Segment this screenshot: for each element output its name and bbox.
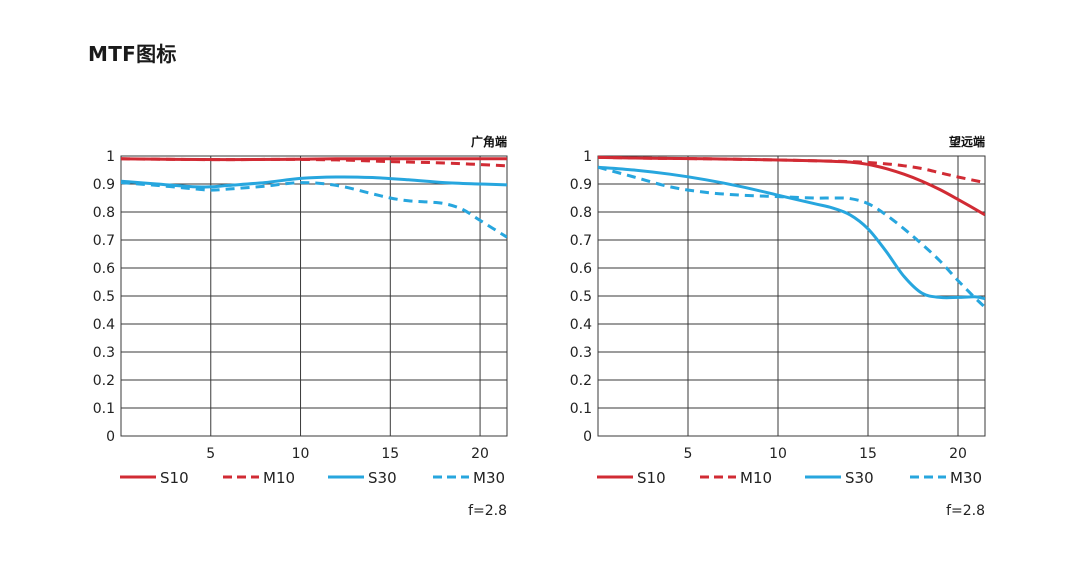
legend-label-m30: M30 <box>473 469 505 487</box>
y-tick-label: 0.6 <box>93 261 115 277</box>
legend-label-s30: S30 <box>368 469 397 487</box>
y-tick-label: 0.2 <box>570 373 592 389</box>
y-tick-label: 1 <box>106 149 115 165</box>
aperture-label: f=2.8 <box>468 503 507 519</box>
plot-frame <box>120 155 508 437</box>
plot-frame <box>597 155 986 437</box>
series-line-m10 <box>598 155 985 185</box>
y-tick-label: 0.4 <box>570 317 592 333</box>
x-tick-label: 20 <box>949 446 967 462</box>
y-tick-label: 0.9 <box>570 177 592 193</box>
y-tick-label: 0.8 <box>93 205 115 221</box>
y-tick-label: 0.2 <box>93 373 115 389</box>
legend-label-m10: M10 <box>263 469 295 487</box>
series-line-m10 <box>121 157 507 168</box>
chart-2: 00.10.20.30.40.50.60.70.80.915 10 15 20望远端S… <box>570 134 986 519</box>
x-tick-label: 20 <box>471 446 489 462</box>
y-tick-label: 1 <box>583 149 592 165</box>
x-tick-label: 5 <box>684 446 693 462</box>
y-tick-label: 0.7 <box>93 233 115 249</box>
series-line-s30 <box>598 165 985 301</box>
aperture-label: f=2.8 <box>946 503 985 519</box>
y-tick-label: 0.3 <box>570 345 592 361</box>
x-tick-label: 15 <box>859 446 877 462</box>
y-tick-label: 0.6 <box>570 261 592 277</box>
x-tick-label: 15 <box>381 446 399 462</box>
y-tick-label: 0.5 <box>570 289 592 305</box>
x-tick-label: 10 <box>769 446 787 462</box>
y-tick-label: 0.1 <box>570 401 592 417</box>
y-tick-label: 0.9 <box>93 177 115 193</box>
corner-label: 广角端 <box>471 134 507 149</box>
series-line-s10 <box>598 155 985 217</box>
x-tick-label: 10 <box>292 446 310 462</box>
y-tick-label: 0.1 <box>93 401 115 417</box>
chart-1: 00.10.20.30.40.50.60.70.80.915 10 15 20广角端S… <box>93 134 508 519</box>
y-tick-label: 0.5 <box>93 289 115 305</box>
legend-label-s10: S10 <box>637 469 666 487</box>
legend-label-s30: S30 <box>845 469 874 487</box>
y-tick-label: 0.3 <box>93 345 115 361</box>
legend-label-m30: M30 <box>950 469 982 487</box>
legend-label-s10: S10 <box>160 469 189 487</box>
corner-label: 望远端 <box>949 134 985 149</box>
legend-label-m10: M10 <box>740 469 772 487</box>
page-title: MTF图标 <box>88 42 177 66</box>
y-tick-label: 0 <box>106 429 115 445</box>
y-tick-label: 0.7 <box>570 233 592 249</box>
series-line-s30 <box>121 175 507 189</box>
x-tick-label: 5 <box>206 446 215 462</box>
series-line-m30 <box>121 181 507 239</box>
y-tick-label: 0.8 <box>570 205 592 221</box>
series-line-s10 <box>121 157 507 162</box>
series-line-m30 <box>598 165 985 309</box>
y-tick-label: 0.4 <box>93 317 115 333</box>
y-tick-label: 0 <box>583 429 592 445</box>
